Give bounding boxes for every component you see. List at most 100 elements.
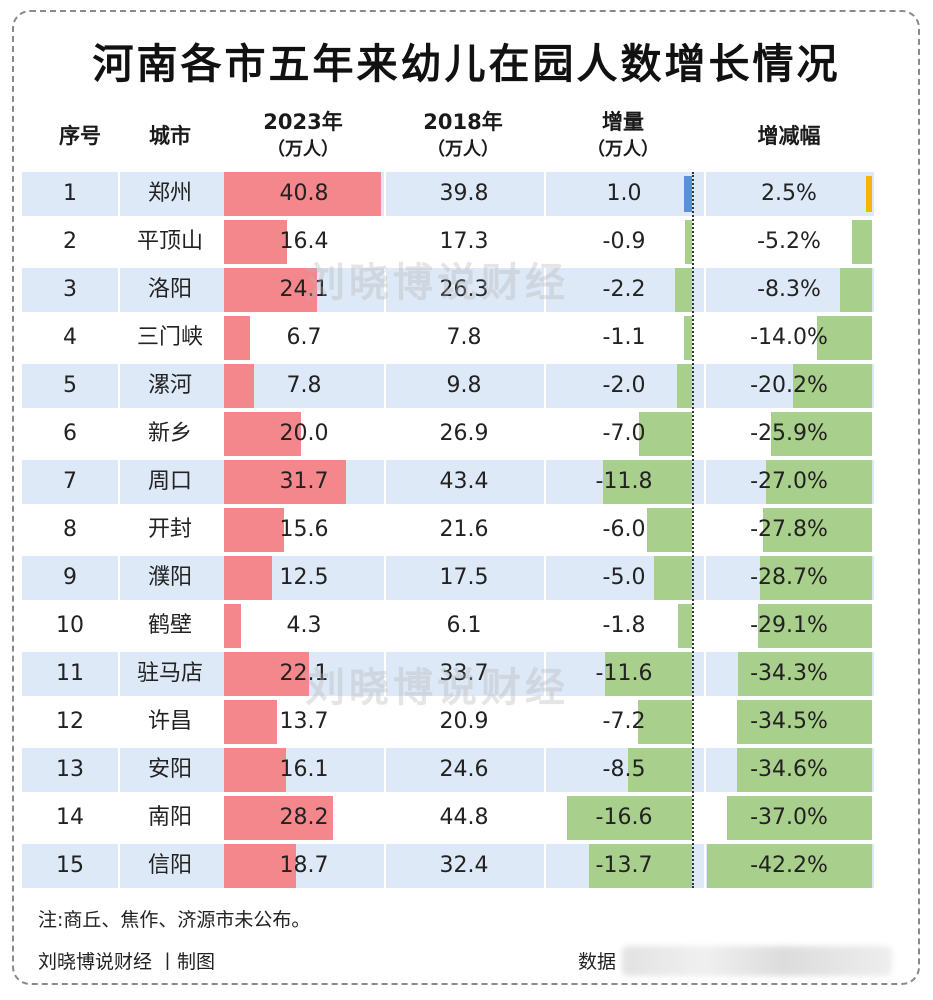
bar-change-7 [603,460,692,504]
table-row: 14 南阳 28.2 44.8 -16.6 -37.0% [22,796,874,840]
bar-pct-12 [737,700,872,744]
cell-change: -13.7 [595,853,653,878]
cell-2023: 4.3 [286,613,322,638]
cell-2018: 44.8 [439,805,489,830]
row-column-separator [544,844,704,888]
row-column-separator [118,652,222,696]
cell-2023: 6.7 [286,325,322,350]
row-column-separator [384,268,544,312]
table-row: 4 三门峡 6.7 7.8 -1.1 -14.0% [22,316,874,360]
cell-city: 许昌 [147,709,192,734]
bar-change-5 [676,364,692,408]
cell-change: -5.0 [602,565,646,590]
row-column-separator [544,460,704,504]
cell-index: 9 [63,565,77,590]
blurred-source [622,946,892,976]
cell-2023: 16.1 [279,757,329,782]
bar-change-10 [678,604,692,648]
cell-change: -11.8 [595,469,653,494]
header-change-label: 增量 [602,110,644,134]
bar-pct-10 [758,604,872,648]
chart-frame [12,10,920,985]
row-column-separator [704,460,874,504]
row-column-separator [544,748,704,792]
row-column-separator [384,844,544,888]
table-row: 10 鹤壁 4.3 6.1 -1.8 -29.1% [22,604,874,648]
row-column-separator [384,652,544,696]
row-column-separator [384,364,544,408]
bar-pct-1 [866,176,872,212]
header-change: 增量 （万人） [544,108,702,164]
bar-2023-8 [224,508,285,552]
bar-pct-11 [737,652,872,696]
bar-change-8 [646,508,692,552]
row-column-separator [544,172,704,216]
cell-index: 10 [56,613,84,638]
bar-2023-15 [224,844,296,888]
bar-pct-5 [793,364,872,408]
cell-2023: 28.2 [279,805,329,830]
cell-2023: 12.5 [279,565,329,590]
table-row: 7 周口 31.7 43.4 -11.8 -27.0% [22,460,874,504]
footnote: 注:商丘、焦作、济源市未公布。 [38,909,311,931]
bar-pct-15 [707,844,872,888]
bar-2023-1 [224,172,381,216]
table-row: 1 郑州 40.8 39.8 1.0 2.5% [22,172,874,216]
cell-pct: -28.7% [750,565,828,590]
cell-2018: 26.3 [439,277,489,302]
cell-2018: 33.7 [439,661,489,686]
row-column-separator [118,268,222,312]
cell-city: 开封 [147,517,192,542]
bar-change-2 [685,220,692,264]
cell-change: -6.0 [602,517,646,542]
cell-2018: 6.1 [446,613,482,638]
bar-change-1 [684,176,692,212]
header-change-unit: （万人） [587,139,659,160]
row-column-separator [544,652,704,696]
cell-pct: -5.2% [757,229,821,254]
row-column-separator [118,748,222,792]
cell-2023: 20.0 [279,421,329,446]
cell-change: -0.9 [602,229,646,254]
row-column-separator [118,364,222,408]
header-2018: 2018年 （万人） [384,108,542,164]
bar-2023-9 [224,556,273,600]
header-2023-unit: （万人） [267,139,339,160]
cell-2018: 43.4 [439,469,489,494]
row-column-separator [384,748,544,792]
cell-2018: 21.6 [439,517,489,542]
header-2018-label: 2018年 [423,110,503,134]
cell-2023: 40.8 [279,181,329,206]
bar-pct-4 [817,316,872,360]
bar-2023-3 [224,268,317,312]
header-index: 序号 [40,122,120,150]
table-row: 6 新乡 20.0 26.9 -7.0 -25.9% [22,412,874,456]
row-column-separator [118,844,222,888]
cell-city: 濮阳 [147,565,192,590]
cell-2018: 26.9 [439,421,489,446]
bar-pct-14 [727,796,872,840]
cell-pct: -34.5% [750,709,828,734]
row-column-separator [384,556,544,600]
source-label: 数据 [578,951,617,973]
bar-change-15 [588,844,692,888]
header-city: 城市 [118,122,222,150]
table-row: 8 开封 15.6 21.6 -6.0 -27.8% [22,508,874,552]
cell-change: -16.6 [595,805,653,830]
cell-2023: 7.8 [286,373,322,398]
row-column-separator [384,460,544,504]
cell-pct: -8.3% [757,277,821,302]
cell-change: -2.2 [602,277,646,302]
bar-change-12 [637,700,692,744]
table-row: 15 信阳 18.7 32.4 -13.7 -42.2% [22,844,874,888]
cell-pct: -27.0% [750,469,828,494]
chart-title: 河南各市五年来幼儿在园人数增长情况 [92,40,841,88]
bar-pct-6 [770,412,872,456]
cell-change: -11.6 [595,661,653,686]
table-row: 2 平顶山 16.4 17.3 -0.9 -5.2% [22,220,874,264]
cell-city: 驻马店 [136,661,203,686]
header-city-label: 城市 [149,124,191,148]
watermark-bottom: 刘晓博说财经 [305,665,569,711]
bar-2023-11 [224,652,310,696]
cell-2023: 15.6 [279,517,329,542]
